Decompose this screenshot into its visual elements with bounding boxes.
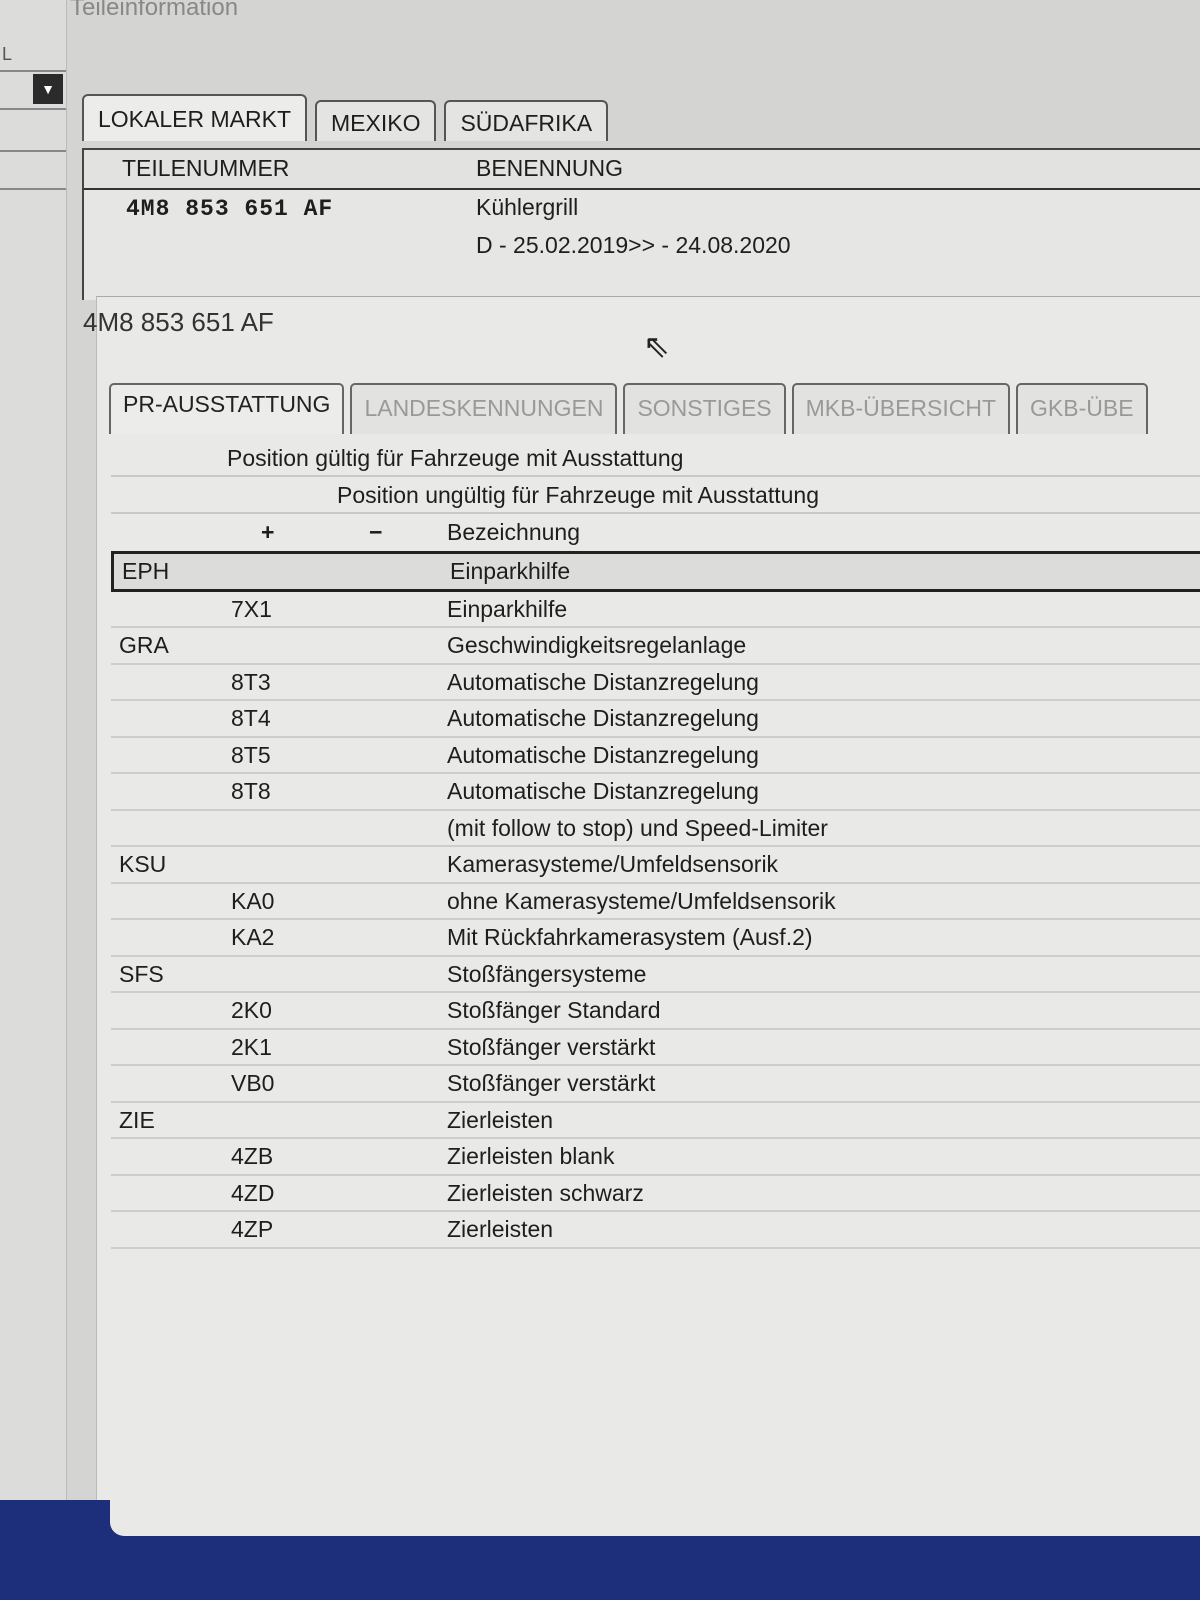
pr-table-row[interactable]: KA0 ohne Kamerasysteme/Umfeldsensorik xyxy=(111,884,1200,920)
pr-table-row[interactable]: 4ZB Zierleisten blank xyxy=(111,1139,1200,1176)
pr-description: Zierleisten blank xyxy=(447,1143,615,1169)
pr-group-code: KSU xyxy=(119,851,167,877)
pr-description: Mit Rückfahrkamerasystem (Ausf.2) xyxy=(447,924,813,950)
pr-table-row[interactable]: 8T8 Automatische Distanzregelung xyxy=(111,774,1200,811)
divider xyxy=(0,108,66,110)
pr-description: (mit follow to stop) und Speed-Limiter xyxy=(447,814,828,841)
pr-description: Einparkhilfe xyxy=(447,595,568,622)
mouse-pointer-icon: ⇖ xyxy=(643,328,670,364)
pr-description: Stoßfängersysteme xyxy=(447,960,647,987)
part-number: 4M8 853 651 AF xyxy=(126,196,334,222)
pr-table-row[interactable]: KA2 Mit Rückfahrkamerasystem (Ausf.2) xyxy=(111,920,1200,957)
pr-description: Zierleisten xyxy=(447,1106,554,1133)
pr-detail-popup: 4M8 853 651 AF ⇖ PR-AUSSTATTUNG LANDESKE… xyxy=(83,296,1200,1537)
market-tabs: LOKALER MARKT MEXIKO SÜDAFRIKA xyxy=(82,94,609,141)
tab-suedafrika[interactable]: SÜDAFRIKA xyxy=(444,100,609,141)
pr-description: ohne Kamerasysteme/Umfeldsensorik xyxy=(447,887,836,914)
popup-bottom-edge xyxy=(110,1500,1200,1536)
pr-table-row[interactable]: 4ZP Zierleisten xyxy=(111,1212,1200,1249)
pr-code: 4ZP xyxy=(231,1216,274,1242)
divider xyxy=(0,188,66,190)
pr-group-code: ZIE xyxy=(119,1106,155,1133)
tab-lokaler-markt[interactable]: LOKALER MARKT xyxy=(82,94,307,141)
pr-code: 8T4 xyxy=(231,705,271,731)
pr-description: Automatische Distanzregelung xyxy=(447,778,759,804)
pr-code: 8T3 xyxy=(231,668,271,695)
pr-table-row[interactable]: 8T5 Automatische Distanzregelung xyxy=(111,738,1200,774)
dropdown-button[interactable]: ▼ xyxy=(33,74,63,104)
column-header-teilenummer[interactable]: TEILENUMMER xyxy=(122,155,290,181)
pr-group-code: SFS xyxy=(119,960,164,987)
pr-description: Kamerasysteme/Umfeldsensorik xyxy=(447,851,779,877)
pr-code: 4ZD xyxy=(231,1179,275,1206)
pr-table-row[interactable]: 2K0 Stoßfänger Standard xyxy=(111,993,1200,1030)
pr-table-row[interactable]: EPH Einparkhilfe xyxy=(111,551,1200,592)
part-table-header: TEILENUMMER BENENNUNG xyxy=(82,148,1200,191)
tab-pr-ausstattung[interactable]: PR-AUSSTATTUNG xyxy=(109,383,345,434)
tab-mkb-uebersicht[interactable]: MKB-ÜBERSICHT xyxy=(791,383,1011,434)
header-valid: Position gültig für Fahrzeuge mit Aussta… xyxy=(227,445,684,471)
pr-table-row[interactable]: 4ZD Zierleisten schwarz xyxy=(111,1176,1200,1212)
pr-table-row[interactable]: 7X1 Einparkhilfe xyxy=(111,592,1200,628)
tab-gkb-uebersicht[interactable]: GKB-ÜBE xyxy=(1016,383,1148,434)
tab-sonstiges[interactable]: SONSTIGES xyxy=(623,383,786,434)
pr-code: 7X1 xyxy=(231,595,272,622)
window-title: Teileinformation xyxy=(70,0,239,21)
pr-description: Automatische Distanzregelung xyxy=(447,668,759,695)
pr-table-row[interactable]: (mit follow to stop) und Speed-Limiter xyxy=(111,811,1200,847)
pr-table-row[interactable]: SFS Stoßfängersysteme xyxy=(111,957,1200,993)
header-valid-row: Position gültig für Fahrzeuge mit Aussta… xyxy=(111,439,1200,477)
taskbar xyxy=(0,1500,1200,1600)
column-header-plus: + xyxy=(261,519,275,545)
pr-description: Automatische Distanzregelung xyxy=(447,741,759,768)
detail-tabs: PR-AUSSTATTUNG LANDESKENNUNGEN SONSTIGES… xyxy=(109,383,1148,434)
tab-mexiko[interactable]: MEXIKO xyxy=(315,100,437,141)
pr-description: Stoßfänger verstärkt xyxy=(447,1070,656,1096)
truncated-label: L xyxy=(2,44,13,64)
header-invalid-row: Position ungültig für Fahrzeuge mit Auss… xyxy=(111,476,1200,514)
divider xyxy=(0,150,66,152)
pr-code: 8T5 xyxy=(231,741,271,768)
tab-landeskennungen[interactable]: LANDESKENNUNGEN xyxy=(350,383,618,434)
pr-table-row[interactable]: GRA Geschwindigkeitsregelanlage xyxy=(111,628,1200,665)
pr-description: Zierleisten schwarz xyxy=(447,1179,644,1206)
pr-description: Zierleisten xyxy=(447,1216,554,1242)
pr-code: 2K1 xyxy=(231,1033,272,1060)
pr-table-row[interactable]: ZIE Zierleisten xyxy=(111,1103,1200,1139)
popup-title: 4M8 853 651 AF xyxy=(83,307,274,337)
column-header-row: + − Bezeichnung xyxy=(111,513,1200,549)
pr-description: Einparkhilfe xyxy=(450,558,571,584)
column-header-bezeichnung: Bezeichnung xyxy=(447,519,580,545)
part-validity: D - 25.02.2019>> - 24.08.2020 xyxy=(476,232,791,258)
pr-table-body: EPH Einparkhilfe 7X1 Einparkhilfe GRA Geschwi… xyxy=(111,551,1200,1249)
pr-description: Stoßfänger verstärkt xyxy=(447,1033,656,1060)
pr-code: 2K0 xyxy=(231,997,272,1023)
pr-group-code: GRA xyxy=(119,632,169,658)
pr-code: KA2 xyxy=(231,924,275,950)
pr-description: Stoßfänger Standard xyxy=(447,997,661,1023)
column-header-minus: − xyxy=(369,519,383,545)
pr-code: 8T8 xyxy=(231,778,271,804)
part-name: Kühlergrill xyxy=(476,194,579,220)
pr-code: VB0 xyxy=(231,1070,275,1096)
pr-table-row[interactable]: KSU Kamerasysteme/Umfeldsensorik xyxy=(111,847,1200,884)
pr-description: Automatische Distanzregelung xyxy=(447,705,759,731)
pr-code: KA0 xyxy=(231,887,275,914)
pr-table-row[interactable]: 2K1 Stoßfänger verstärkt xyxy=(111,1030,1200,1066)
pr-table-row[interactable]: 8T4 Automatische Distanzregelung xyxy=(111,701,1200,738)
divider xyxy=(0,70,66,72)
pr-description: Geschwindigkeitsregelanlage xyxy=(447,632,747,658)
triangle-down-icon: ▼ xyxy=(41,81,55,97)
header-invalid: Position ungültig für Fahrzeuge mit Auss… xyxy=(337,482,820,508)
background-window-strip: L ▼ xyxy=(0,0,67,1600)
pr-table-row[interactable]: 8T3 Automatische Distanzregelung xyxy=(111,665,1200,701)
pr-group-code: EPH xyxy=(122,558,170,584)
part-table-row[interactable]: 4M8 853 651 AF Kühlergrill D - 25.02.201… xyxy=(82,190,1200,300)
pr-table-row[interactable]: VB0 Stoßfänger verstärkt xyxy=(111,1066,1200,1103)
pr-code: 4ZB xyxy=(231,1143,274,1169)
column-header-benennung[interactable]: BENENNUNG xyxy=(476,155,623,181)
